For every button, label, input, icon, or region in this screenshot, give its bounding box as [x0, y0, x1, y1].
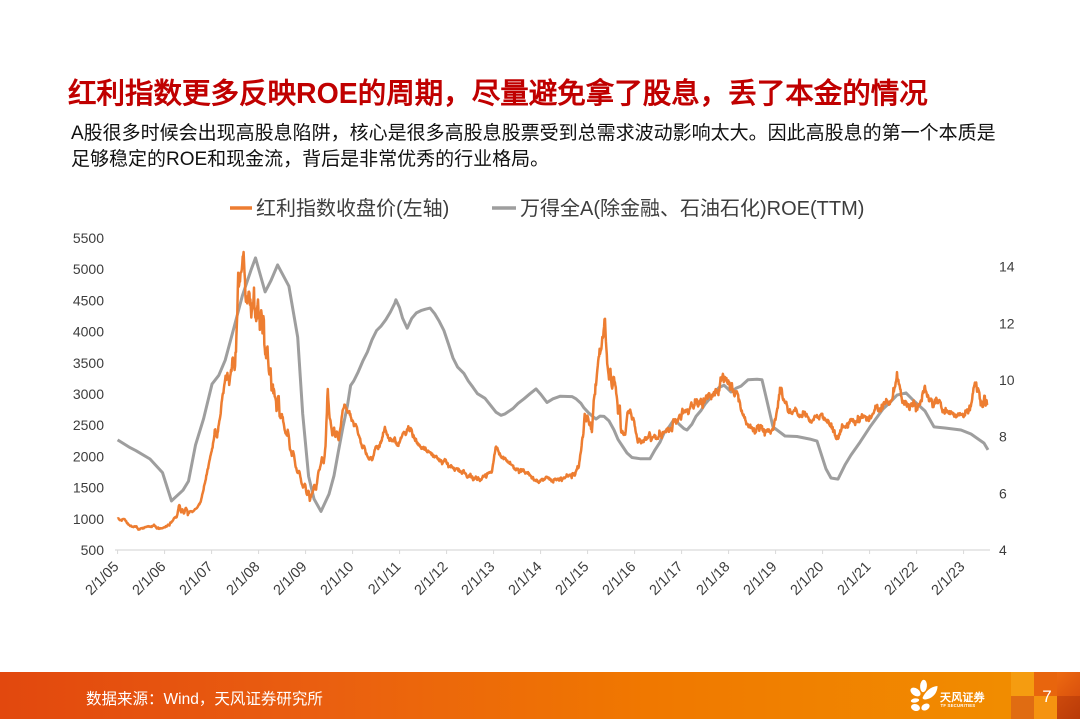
svg-text:2/1/16: 2/1/16: [600, 559, 640, 599]
svg-text:14: 14: [999, 259, 1015, 275]
svg-text:3500: 3500: [73, 355, 104, 371]
svg-text:2/1/12: 2/1/12: [412, 559, 452, 599]
svg-text:2000: 2000: [73, 448, 104, 464]
svg-text:6: 6: [999, 485, 1007, 501]
svg-text:4000: 4000: [73, 324, 104, 340]
svg-text:2/1/13: 2/1/13: [459, 559, 499, 599]
svg-text:2/1/07: 2/1/07: [177, 559, 217, 599]
svg-text:3000: 3000: [73, 386, 104, 402]
svg-text:2/1/20: 2/1/20: [788, 559, 828, 599]
svg-text:1000: 1000: [73, 511, 104, 527]
svg-text:2/1/18: 2/1/18: [694, 559, 734, 599]
svg-text:2/1/19: 2/1/19: [741, 559, 781, 599]
svg-text:2/1/05: 2/1/05: [83, 559, 123, 599]
svg-text:2/1/10: 2/1/10: [318, 559, 358, 599]
svg-text:4500: 4500: [73, 292, 104, 308]
svg-text:2/1/23: 2/1/23: [929, 559, 969, 599]
svg-text:2/1/15: 2/1/15: [553, 559, 593, 599]
svg-text:2/1/22: 2/1/22: [882, 559, 922, 599]
svg-text:12: 12: [999, 315, 1015, 331]
svg-text:2/1/06: 2/1/06: [130, 559, 170, 599]
svg-text:2/1/09: 2/1/09: [271, 559, 311, 599]
svg-text:500: 500: [81, 542, 105, 558]
svg-text:2/1/08: 2/1/08: [224, 559, 264, 599]
svg-text:2/1/21: 2/1/21: [835, 559, 875, 599]
svg-text:2/1/14: 2/1/14: [506, 559, 546, 599]
svg-text:红利指数收盘价(左轴): 红利指数收盘价(左轴): [256, 197, 449, 220]
svg-text:1500: 1500: [73, 480, 104, 496]
svg-text:8: 8: [999, 429, 1007, 445]
svg-text:10: 10: [999, 372, 1015, 388]
svg-text:5000: 5000: [73, 261, 104, 277]
svg-text:万得全A(除金融、石油石化)ROE(TTM): 万得全A(除金融、石油石化)ROE(TTM): [520, 197, 864, 220]
svg-text:5500: 5500: [73, 230, 104, 246]
svg-text:2/1/17: 2/1/17: [647, 559, 687, 599]
svg-text:2500: 2500: [73, 417, 104, 433]
svg-text:2/1/11: 2/1/11: [365, 559, 404, 598]
svg-text:4: 4: [999, 542, 1007, 558]
